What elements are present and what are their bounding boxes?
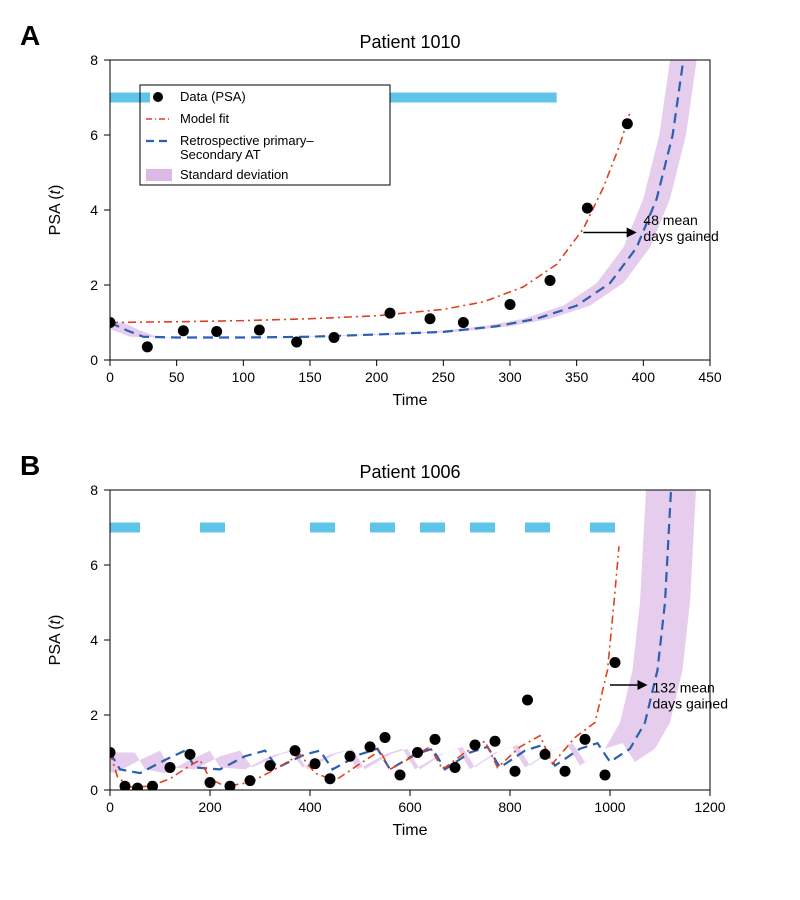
data-point (600, 770, 611, 781)
data-point (510, 766, 521, 777)
treatment-bar (110, 523, 140, 533)
x-tick-label: 450 (698, 369, 722, 385)
data-point (490, 736, 501, 747)
x-tick-label: 250 (432, 369, 456, 385)
x-tick-label: 0 (106, 369, 114, 385)
data-point (365, 741, 376, 752)
x-tick-label: 50 (169, 369, 185, 385)
data-point (185, 749, 196, 760)
treatment-bar (110, 93, 150, 103)
data-point (622, 118, 633, 129)
legend: Data (PSA) Model fit Retrospective primary… (140, 85, 390, 185)
y-tick-label: 8 (90, 482, 98, 498)
y-tick-label: 6 (90, 127, 98, 143)
treatment-bar (390, 93, 557, 103)
y-tick-label: 2 (90, 707, 98, 723)
x-axis-label: Time (393, 392, 428, 409)
y-tick-label: 6 (90, 557, 98, 573)
axes-box (110, 490, 710, 790)
y-axis-label: PSA (t) (47, 615, 64, 666)
y-tick-label: 2 (90, 277, 98, 293)
legend-item-label: Retrospective primary– (180, 133, 314, 148)
chart-title: Patient 1006 (359, 462, 460, 482)
data-point (610, 657, 621, 668)
data-point (254, 325, 265, 336)
figure: A 48 meandays gained05010015020025030035… (20, 20, 780, 850)
y-tick-label: 0 (90, 352, 98, 368)
legend-item-label: Data (PSA) (180, 89, 246, 104)
data-point (470, 740, 481, 751)
chart-title: Patient 1010 (359, 32, 460, 52)
x-tick-label: 800 (498, 799, 522, 815)
panel-label-B: B (20, 450, 40, 482)
x-tick-label: 300 (498, 369, 522, 385)
data-point (265, 760, 276, 771)
data-point (430, 734, 441, 745)
data-point (325, 773, 336, 784)
data-point (395, 770, 406, 781)
panel-label-A: A (20, 20, 40, 52)
data-point (245, 775, 256, 786)
y-tick-label: 8 (90, 52, 98, 68)
data-point (540, 749, 551, 760)
treatment-bar (310, 523, 335, 533)
data-point (310, 758, 321, 769)
panel-B: B 132 meandays gained 0 200 400 600 800 1000 12… (20, 450, 780, 850)
data-point (412, 747, 423, 758)
data-point (165, 762, 176, 773)
data-point (205, 777, 216, 788)
x-tick-label: 0 (106, 799, 114, 815)
data-point (142, 341, 153, 352)
annotation-text: 48 meandays gained (643, 212, 719, 244)
data-point (385, 308, 396, 319)
y-tick-label: 4 (90, 202, 98, 218)
x-axis-label: Time (393, 822, 428, 839)
data-point (545, 275, 556, 286)
x-tick-label: 600 (398, 799, 422, 815)
annotation-text: 132 meandays gained (653, 680, 729, 712)
x-tick-label: 200 (365, 369, 389, 385)
chart-A: 48 meandays gained 0 50 100 150 200 250 300 350 4… (20, 20, 780, 420)
y-tick-label: 4 (90, 632, 98, 648)
data-point (329, 332, 340, 343)
y-tick-label: 0 (90, 782, 98, 798)
data-point (560, 766, 571, 777)
treatment-bar (420, 523, 445, 533)
data-point (522, 695, 533, 706)
chart-B: 132 meandays gained 0 200 400 600 800 1000 1200… (20, 450, 780, 850)
data-point (380, 732, 391, 743)
data-point (458, 317, 469, 328)
data-point (505, 299, 516, 310)
axes-box (110, 60, 710, 360)
x-tick-label: 1000 (594, 799, 625, 815)
y-axis-label: PSA (t) (47, 185, 64, 236)
legend-item-label: Secondary AT (180, 147, 261, 162)
data-point (178, 325, 189, 336)
x-tick-label: 100 (232, 369, 256, 385)
data-point (580, 734, 591, 745)
data-point (291, 337, 302, 348)
data-point (582, 203, 593, 214)
data-point (132, 783, 143, 794)
treatment-bar (525, 523, 550, 533)
treatment-bar (470, 523, 495, 533)
legend-item-label: Standard deviation (180, 167, 288, 182)
treatment-bar (590, 523, 615, 533)
data-point (425, 313, 436, 324)
data-point (450, 762, 461, 773)
data-point (290, 745, 301, 756)
treatment-bar (370, 523, 395, 533)
x-tick-label: 350 (565, 369, 589, 385)
legend-item-label: Model fit (180, 111, 230, 126)
x-tick-label: 150 (298, 369, 322, 385)
data-point (211, 326, 222, 337)
panel-A: A 48 meandays gained 0 50 100 150 200 250 300 35… (20, 20, 780, 420)
treatment-bar (200, 523, 225, 533)
x-tick-label: 400 (632, 369, 656, 385)
x-tick-label: 400 (298, 799, 322, 815)
x-tick-label: 1200 (694, 799, 725, 815)
x-tick-label: 200 (198, 799, 222, 815)
data-point (345, 751, 356, 762)
